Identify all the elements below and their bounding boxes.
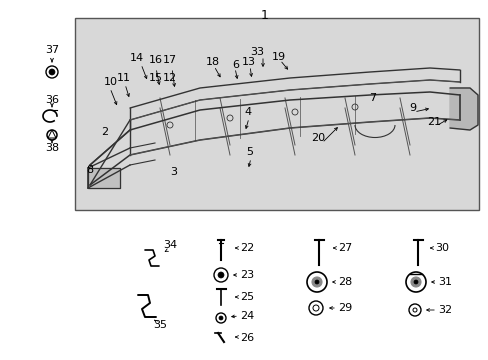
Polygon shape xyxy=(449,88,477,130)
Text: 13: 13 xyxy=(242,57,256,67)
Text: 28: 28 xyxy=(337,277,351,287)
Text: 35: 35 xyxy=(153,320,167,330)
Text: 21: 21 xyxy=(426,117,440,127)
Text: 9: 9 xyxy=(408,103,416,113)
Circle shape xyxy=(218,272,224,278)
Text: 10: 10 xyxy=(104,77,118,87)
Text: 30: 30 xyxy=(434,243,448,253)
Text: 37: 37 xyxy=(45,45,59,55)
Text: 23: 23 xyxy=(240,270,254,280)
Text: 32: 32 xyxy=(437,305,451,315)
Text: 26: 26 xyxy=(240,333,254,343)
Circle shape xyxy=(219,316,223,320)
Text: 5: 5 xyxy=(246,147,253,157)
Polygon shape xyxy=(88,168,120,188)
Text: 25: 25 xyxy=(240,292,254,302)
Bar xyxy=(75,18,478,210)
Text: 29: 29 xyxy=(337,303,351,313)
Text: 8: 8 xyxy=(86,165,93,175)
Text: 36: 36 xyxy=(45,95,59,105)
Circle shape xyxy=(413,280,417,284)
Text: 38: 38 xyxy=(45,143,59,153)
Text: 34: 34 xyxy=(163,240,177,250)
Text: 19: 19 xyxy=(271,52,285,62)
Text: 6: 6 xyxy=(232,60,239,70)
Circle shape xyxy=(311,277,321,287)
Text: 33: 33 xyxy=(249,47,264,57)
Text: 1: 1 xyxy=(261,9,268,22)
Text: 4: 4 xyxy=(244,107,251,117)
Text: 16: 16 xyxy=(149,55,163,65)
Text: 14: 14 xyxy=(130,53,144,63)
Text: 20: 20 xyxy=(310,133,325,143)
Text: 24: 24 xyxy=(240,311,254,321)
Text: 17: 17 xyxy=(163,55,177,65)
Text: 15: 15 xyxy=(149,73,163,83)
Circle shape xyxy=(410,277,420,287)
Text: 22: 22 xyxy=(240,243,254,253)
Text: 2: 2 xyxy=(101,127,108,137)
Circle shape xyxy=(314,280,318,284)
Text: 18: 18 xyxy=(205,57,220,67)
Text: 11: 11 xyxy=(117,73,131,83)
Text: 3: 3 xyxy=(170,167,177,177)
Circle shape xyxy=(49,69,55,75)
Text: 12: 12 xyxy=(163,73,177,83)
Text: 31: 31 xyxy=(437,277,451,287)
Text: 7: 7 xyxy=(368,93,376,103)
Text: 27: 27 xyxy=(337,243,351,253)
